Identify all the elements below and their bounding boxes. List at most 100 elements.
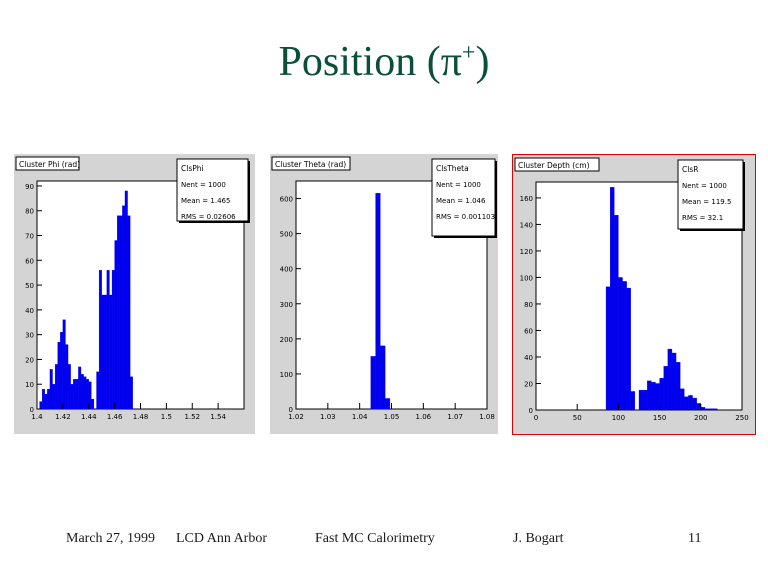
histogram-bar <box>655 383 660 411</box>
y-tick-label: 90 <box>25 183 34 191</box>
histogram-bar <box>667 348 673 411</box>
stats-box <box>431 158 496 237</box>
histogram-svg: 0 20 40 60 80 100 120 140 160 0 50 100 150 200 250 Clus… <box>514 157 749 422</box>
x-tick-label: 1.44 <box>81 413 97 421</box>
y-tick-label: 160 <box>520 195 533 203</box>
histogram-bar <box>62 319 66 410</box>
x-tick-label: 1.08 <box>479 413 495 421</box>
histogram-bar <box>696 403 701 411</box>
y-tick-label: 40 <box>524 354 533 362</box>
y-tick-label: 120 <box>520 248 533 256</box>
stats-line: RMS = 0.001103 <box>436 213 495 221</box>
histogram-bar <box>111 270 115 410</box>
stats-line: Nent = 1000 <box>682 182 727 190</box>
stats-line: Nent = 1000 <box>436 181 481 189</box>
title-box <box>271 156 351 171</box>
x-tick-label: 150 <box>653 414 666 422</box>
slide-title-suffix: ) <box>475 39 490 85</box>
title-box <box>514 157 600 172</box>
y-tick-label: 40 <box>25 307 34 315</box>
y-tick-label: 60 <box>25 257 34 265</box>
x-tick-label: 1.4 <box>31 413 43 421</box>
x-tick-label: 1.42 <box>55 413 71 421</box>
x-tick-label: 1.03 <box>320 413 336 421</box>
x-tick-label: 1.52 <box>184 413 200 421</box>
x-tick-label: 1.48 <box>133 413 149 421</box>
histogram-bar <box>54 364 58 410</box>
y-tick-label: 300 <box>280 301 293 309</box>
histogram-bar <box>713 408 718 411</box>
y-tick-label: 80 <box>25 208 34 216</box>
histogram-bar <box>127 215 131 410</box>
histogram-panel-cluster-theta: 0 100 200 300 400 500 600 1.02 1.03 1.04 1.05 1.06 1… <box>270 154 498 434</box>
histogram-bar <box>659 378 664 411</box>
histogram-bar <box>684 396 689 411</box>
footer-author: J. Bogart <box>513 531 564 546</box>
histogram-bar <box>106 270 110 410</box>
histogram-bar <box>70 384 74 410</box>
slide-title: Position (π+) <box>0 38 768 86</box>
histogram-bar <box>39 401 43 410</box>
x-tick-label: 250 <box>735 414 748 422</box>
histogram-bar <box>101 294 105 410</box>
histogram-title: Cluster Theta (rad) <box>275 160 346 169</box>
x-tick-label: 1.06 <box>416 413 432 421</box>
stats-name: ClsTheta <box>436 164 469 173</box>
y-tick-label: 60 <box>524 327 533 335</box>
histogram-title: Cluster Phi (rad) <box>19 160 80 169</box>
histogram-bar <box>647 380 652 411</box>
histogram-bar <box>622 281 627 411</box>
histogram-bar <box>692 397 697 411</box>
histogram-bar <box>109 294 113 410</box>
y-tick-label: 0 <box>529 407 533 415</box>
footer-page-number: 11 <box>688 531 702 546</box>
stats-box <box>677 159 744 230</box>
y-tick-label: 70 <box>25 233 34 241</box>
histogram-bar <box>78 366 82 410</box>
stats-line: Mean = 1.046 <box>436 197 486 205</box>
histogram-title: Cluster Depth (cm) <box>518 161 590 170</box>
histogram-bar <box>384 398 391 410</box>
y-tick-label: 200 <box>280 336 293 344</box>
histogram-bar <box>114 240 118 410</box>
histogram-bar <box>124 190 128 410</box>
slide-title-text: Position (π <box>278 39 462 85</box>
histogram-bar <box>614 214 619 411</box>
histogram-svg: 0 100 200 300 400 500 600 1.02 1.03 1.04 1.05 1.06 1… <box>271 156 497 421</box>
y-tick-label: 10 <box>25 381 34 389</box>
histogram-bar <box>680 388 685 411</box>
histogram-bar <box>704 408 710 411</box>
histogram-bar <box>671 352 677 411</box>
y-tick-label: 0 <box>289 406 293 414</box>
stats-line: RMS = 32.1 <box>682 214 723 222</box>
stats-box <box>176 158 249 222</box>
y-tick-label: 0 <box>30 406 34 414</box>
histogram-bar <box>88 381 92 410</box>
histogram-bar <box>83 376 87 410</box>
histogram-bar <box>122 205 126 410</box>
histogram-bar <box>73 379 76 410</box>
stats-line: Mean = 119.5 <box>682 198 731 206</box>
histogram-bar <box>42 389 45 410</box>
y-tick-label: 400 <box>280 266 293 274</box>
histogram-bar <box>49 369 53 410</box>
y-tick-label: 100 <box>280 371 293 379</box>
histogram-bar <box>375 193 381 410</box>
y-tick-label: 500 <box>280 231 293 239</box>
histogram-bar <box>47 389 51 410</box>
histogram-bar <box>651 382 656 411</box>
footer-event: LCD Ann Arbor <box>176 531 267 546</box>
x-tick-label: 50 <box>573 414 582 422</box>
histogram-bar <box>65 344 69 410</box>
histogram-bar <box>52 384 56 410</box>
y-tick-label: 600 <box>280 196 293 204</box>
histogram-bar <box>642 389 648 411</box>
histogram-bar <box>96 371 100 410</box>
histogram-bar <box>80 374 84 410</box>
histogram-bar <box>119 215 123 410</box>
histogram-bar <box>370 356 376 410</box>
stats-line: Nent = 1000 <box>181 181 226 189</box>
histogram-bar <box>700 407 706 411</box>
histogram-bar <box>638 389 644 411</box>
y-tick-label: 140 <box>520 221 533 229</box>
